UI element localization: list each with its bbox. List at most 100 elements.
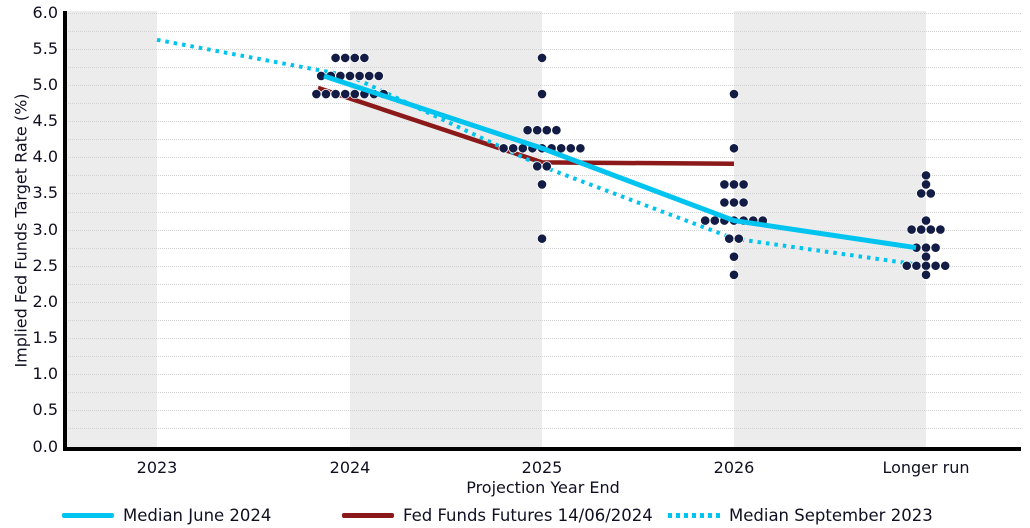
gridline bbox=[65, 103, 1021, 105]
fed-funds-futures-line-swatch bbox=[342, 513, 394, 518]
projection-dot bbox=[906, 224, 917, 235]
x-axis-title: Projection Year End bbox=[466, 478, 620, 497]
gridline bbox=[65, 30, 1021, 32]
median-june-2024-line-swatch bbox=[62, 513, 114, 518]
projection-dot bbox=[719, 179, 730, 190]
gridline bbox=[65, 48, 1021, 50]
projection-dot bbox=[920, 215, 932, 226]
gridline bbox=[65, 319, 1021, 321]
y-axis-line bbox=[63, 11, 67, 451]
projection-dot bbox=[728, 251, 740, 262]
median-september-2023-line-swatch bbox=[668, 513, 720, 518]
y-tick-label: 2.0 bbox=[32, 292, 58, 312]
fed-funds-futures-line bbox=[317, 85, 735, 167]
legend-label: Median September 2023 bbox=[729, 506, 933, 525]
median-june-2024-line bbox=[323, 73, 917, 251]
y-tick-label: 5.0 bbox=[32, 75, 58, 95]
projection-dot bbox=[532, 161, 543, 172]
projection-dot bbox=[330, 88, 341, 100]
projection-dot bbox=[349, 52, 360, 63]
projection-dot bbox=[320, 88, 332, 100]
projection-dot bbox=[728, 197, 740, 208]
projection-dot bbox=[920, 179, 932, 190]
y-tick-label: 2.5 bbox=[32, 255, 58, 275]
dot-clusters bbox=[311, 52, 951, 280]
x-tick-label: 2026 bbox=[713, 458, 755, 477]
legend: Median June 2024 Fed Funds Futures 14/06… bbox=[0, 503, 1030, 528]
y-tick-label: 1.0 bbox=[32, 364, 58, 384]
projection-dot bbox=[354, 70, 365, 82]
projection-dot bbox=[728, 269, 740, 280]
y-tick-label: 4.0 bbox=[32, 147, 58, 167]
gridline bbox=[65, 139, 1021, 141]
projection-dot bbox=[536, 88, 548, 100]
projection-dot bbox=[700, 215, 711, 226]
gridline bbox=[65, 374, 1021, 376]
legend-label: Median June 2024 bbox=[123, 506, 272, 525]
projection-dot bbox=[920, 242, 932, 253]
y-tick-label: 1.5 bbox=[32, 328, 58, 348]
projection-dot bbox=[733, 233, 744, 244]
projection-dot bbox=[709, 215, 720, 226]
projection-dot bbox=[541, 161, 552, 172]
projection-dot bbox=[536, 233, 548, 244]
projection-dot bbox=[556, 143, 567, 154]
gridline bbox=[65, 121, 1021, 123]
projection-dot bbox=[498, 143, 509, 154]
projection-dot bbox=[311, 88, 322, 100]
projection-dot bbox=[916, 188, 927, 199]
projection-dot bbox=[551, 125, 562, 136]
projection-dot bbox=[536, 179, 548, 190]
gridline bbox=[65, 265, 1021, 267]
projection-dot bbox=[349, 88, 360, 100]
gridline bbox=[65, 175, 1021, 177]
gridline bbox=[65, 157, 1021, 159]
projection-dot bbox=[541, 125, 552, 136]
projection-dot bbox=[940, 260, 951, 271]
projection-dot bbox=[920, 251, 932, 262]
projection-dot bbox=[738, 197, 749, 208]
legend-entry-median-september-2023: Median September 2023 bbox=[668, 503, 933, 528]
projection-dot bbox=[901, 260, 912, 271]
projection-dot bbox=[359, 52, 370, 63]
y-tick-label: 0.5 bbox=[32, 400, 58, 420]
y-tick-label: 5.5 bbox=[32, 38, 58, 58]
gridline bbox=[65, 66, 1021, 68]
gridline bbox=[65, 392, 1021, 394]
projection-dot bbox=[925, 188, 936, 199]
projection-dot bbox=[565, 143, 576, 154]
y-tick-label: 3.0 bbox=[32, 219, 58, 239]
projection-dot bbox=[935, 224, 946, 235]
gridline bbox=[65, 12, 1021, 14]
y-tick-label: 6.0 bbox=[32, 2, 58, 22]
projection-dot bbox=[728, 143, 740, 154]
x-axis-line bbox=[63, 447, 1021, 451]
projection-dot bbox=[916, 224, 927, 235]
projection-dot bbox=[330, 52, 341, 63]
y-tick-label: 3.5 bbox=[32, 183, 58, 203]
projection-dot bbox=[925, 224, 936, 235]
projection-dot bbox=[344, 70, 356, 82]
gridline bbox=[65, 283, 1021, 285]
projection-dot bbox=[340, 52, 351, 63]
projection-dot bbox=[575, 143, 586, 154]
x-tick-label: Longer run bbox=[882, 458, 970, 477]
projection-dot bbox=[728, 179, 740, 190]
gridline bbox=[65, 301, 1021, 303]
projection-dot bbox=[724, 233, 735, 244]
projection-dot bbox=[522, 125, 533, 136]
projection-dot bbox=[719, 197, 730, 208]
projection-dot bbox=[920, 170, 932, 181]
projection-dot bbox=[920, 269, 932, 280]
y-tick-label: 4.5 bbox=[32, 111, 58, 131]
x-tick-label: 2023 bbox=[136, 458, 178, 477]
gridline bbox=[65, 247, 1021, 249]
projection-dot bbox=[536, 52, 548, 63]
projection-dot bbox=[728, 88, 740, 100]
gridline bbox=[65, 410, 1021, 412]
gridline bbox=[65, 211, 1021, 213]
y-tick-label: 0.0 bbox=[32, 436, 58, 456]
projection-dot bbox=[930, 242, 941, 253]
legend-label: Fed Funds Futures 14/06/2024 bbox=[403, 506, 653, 525]
